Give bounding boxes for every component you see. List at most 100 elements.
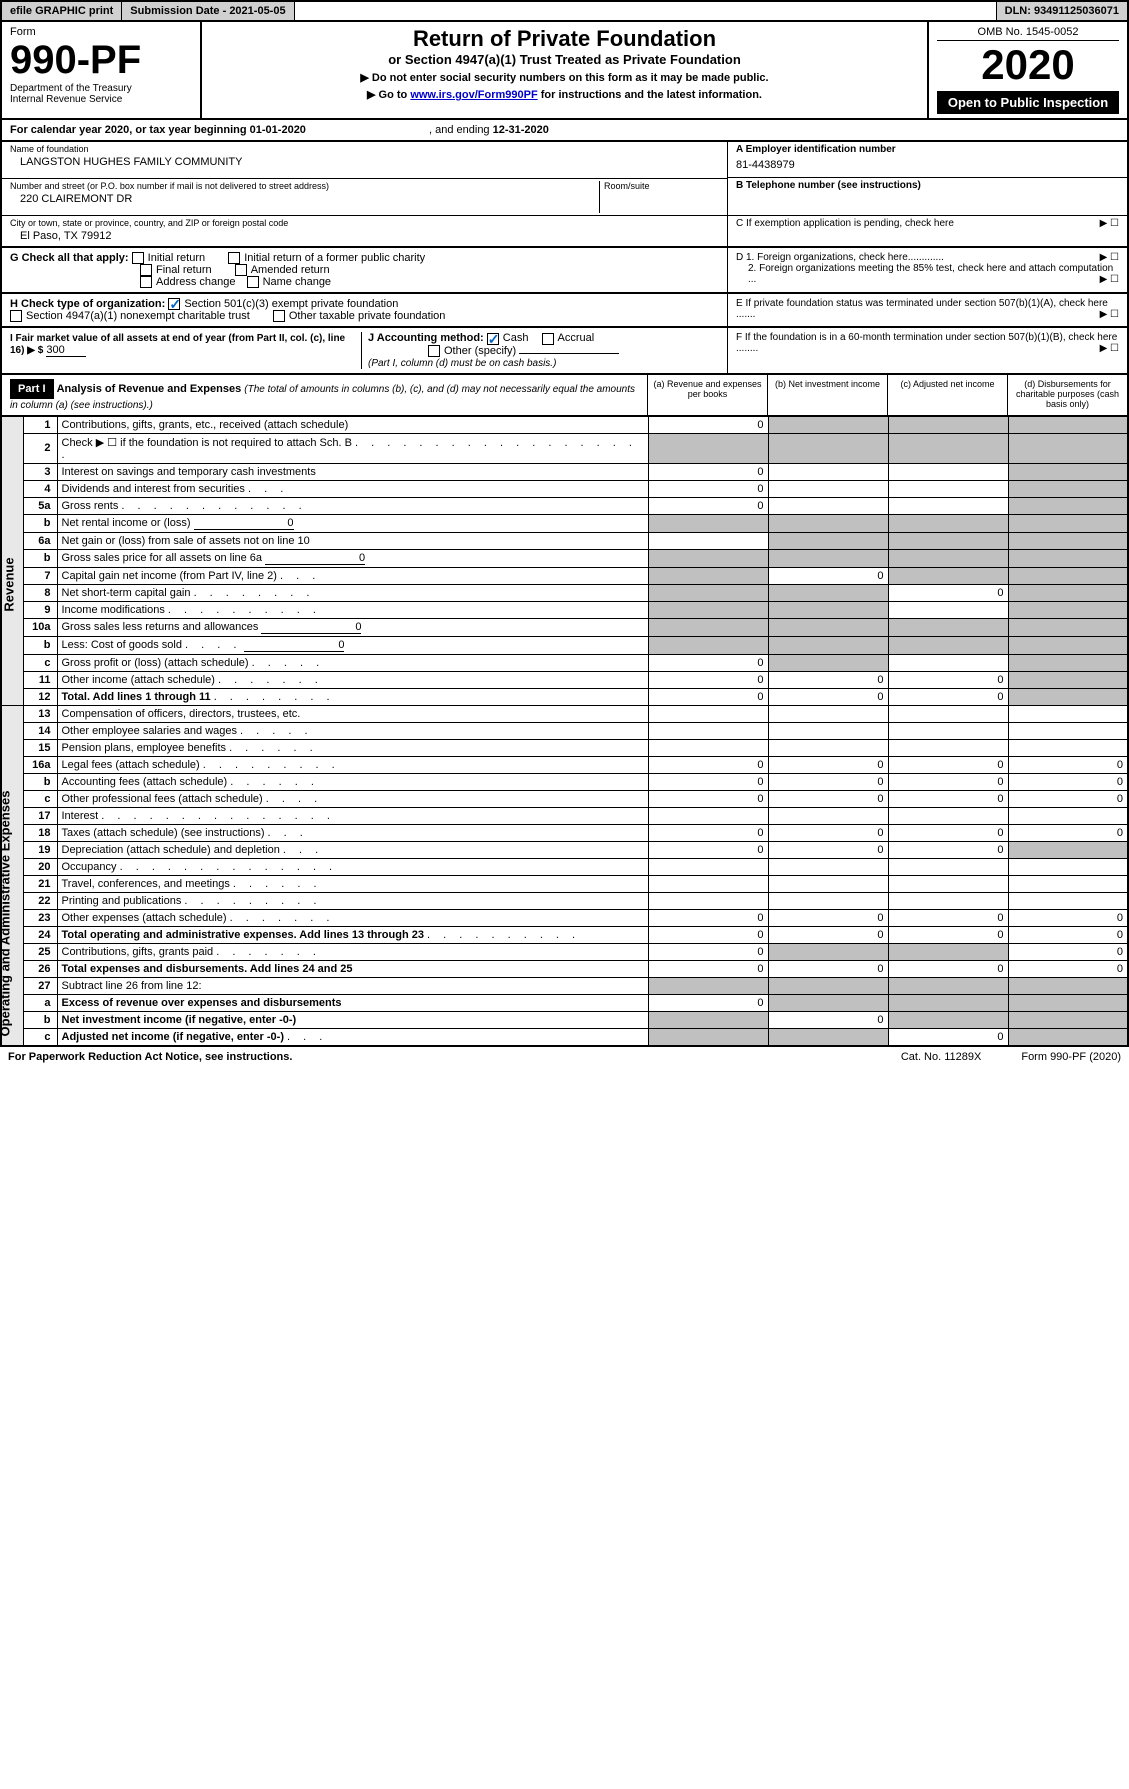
line-value: 0 (768, 790, 888, 807)
notice-1: ▶ Do not enter social security numbers o… (210, 71, 919, 84)
accrual-checkbox[interactable] (542, 333, 554, 345)
line-value: 0 (648, 943, 768, 960)
line-value (1008, 994, 1128, 1011)
line-number: 11 (23, 671, 57, 688)
e-label: E If private foundation status was termi… (736, 298, 1119, 320)
4947a1-checkbox[interactable] (10, 310, 22, 322)
4947a1-label: Section 4947(a)(1) nonexempt charitable … (26, 310, 250, 322)
line-number: b (23, 549, 57, 567)
table-row: bAccounting fees (attach schedule) . . .… (1, 773, 1128, 790)
line-value: 0 (1008, 943, 1128, 960)
initial-former-checkbox[interactable] (228, 252, 240, 264)
line-number: a (23, 994, 57, 1011)
expenses-section-label: Operating and Administrative Expenses (0, 790, 12, 1036)
line-number: 25 (23, 943, 57, 960)
line-value: 0 (888, 824, 1008, 841)
submission-date: Submission Date - 2021-05-05 (122, 2, 294, 20)
h-label: H Check type of organization: (10, 298, 165, 310)
addr-change-checkbox[interactable] (140, 276, 152, 288)
line-value (1008, 654, 1128, 671)
line-value (768, 1028, 888, 1046)
line-description: Subtract line 26 from line 12: (57, 977, 648, 994)
final-return-checkbox[interactable] (140, 264, 152, 276)
g-label: G Check all that apply: (10, 252, 129, 264)
line-value: 0 (888, 773, 1008, 790)
addr-change-label: Address change (156, 276, 236, 288)
line-value: 0 (1008, 790, 1128, 807)
line-description: Compensation of officers, directors, tru… (57, 705, 648, 722)
other-taxable-label: Other taxable private foundation (289, 310, 446, 322)
line-value: 0 (648, 497, 768, 514)
line-value (768, 417, 888, 434)
line-value (1008, 892, 1128, 909)
line-value (888, 549, 1008, 567)
line-value (1008, 549, 1128, 567)
form-word: Form (10, 26, 192, 38)
line-description: Contributions, gifts, grants, etc., rece… (57, 417, 648, 434)
top-bar: efile GRAPHIC print Submission Date - 20… (0, 0, 1129, 22)
line-description: Travel, conferences, and meetings . . . … (57, 875, 648, 892)
foundation-info: Name of foundation LANGSTON HUGHES FAMIL… (0, 142, 1129, 248)
line-value (648, 636, 768, 654)
line-value (768, 807, 888, 824)
line-value: 0 (768, 926, 888, 943)
notice-2: ▶ Go to www.irs.gov/Form990PF for instru… (210, 88, 919, 101)
line-value: 0 (648, 654, 768, 671)
line-value: 0 (768, 773, 888, 790)
line-number: 6a (23, 532, 57, 549)
table-row: 22Printing and publications . . . . . . … (1, 892, 1128, 909)
line-number: 13 (23, 705, 57, 722)
line-value (648, 514, 768, 532)
name-change-checkbox[interactable] (247, 276, 259, 288)
line-value (648, 601, 768, 618)
line-number: 14 (23, 722, 57, 739)
line-description: Other expenses (attach schedule) . . . .… (57, 909, 648, 926)
line-value (1008, 1028, 1128, 1046)
ein-label: A Employer identification number (736, 144, 1119, 155)
phone-label: B Telephone number (see instructions) (736, 180, 1119, 191)
other-method-checkbox[interactable] (428, 345, 440, 357)
f-text: F If the foundation is in a 60-month ter… (736, 332, 1117, 354)
line-value (648, 584, 768, 601)
line-value (768, 463, 888, 480)
line-value (768, 601, 888, 618)
line-value (648, 618, 768, 636)
amended-checkbox[interactable] (235, 264, 247, 276)
line-number: b (23, 514, 57, 532)
501c3-checkbox[interactable] (168, 298, 180, 310)
line-value (648, 875, 768, 892)
line-description: Depreciation (attach schedule) and deple… (57, 841, 648, 858)
line-description: Legal fees (attach schedule) . . . . . .… (57, 756, 648, 773)
line-value (1008, 636, 1128, 654)
line-value (1008, 532, 1128, 549)
table-row: 26Total expenses and disbursements. Add … (1, 960, 1128, 977)
line-number: 17 (23, 807, 57, 824)
line-value: 0 (1008, 824, 1128, 841)
check-section-g: G Check all that apply: Initial return I… (0, 248, 1129, 294)
line-value: 0 (888, 926, 1008, 943)
line-value (768, 722, 888, 739)
line-description: Accounting fees (attach schedule) . . . … (57, 773, 648, 790)
arrow-icon: ▶ ☐ (1100, 218, 1119, 229)
line-value: 0 (1008, 926, 1128, 943)
footer-left: For Paperwork Reduction Act Notice, see … (8, 1051, 292, 1063)
other-taxable-checkbox[interactable] (273, 310, 285, 322)
line-value (648, 433, 768, 463)
line-value: 0 (648, 688, 768, 705)
line-value (1008, 497, 1128, 514)
line-value: 0 (768, 567, 888, 584)
part1-header: Part I Analysis of Revenue and Expenses … (0, 375, 1129, 417)
line-value: 0 (888, 960, 1008, 977)
line-description: Check ▶ ☐ if the foundation is not requi… (57, 433, 648, 463)
initial-return-checkbox[interactable] (132, 252, 144, 264)
cash-checkbox[interactable] (487, 333, 499, 345)
501c3-label: Section 501(c)(3) exempt private foundat… (184, 298, 398, 310)
line-value (1008, 688, 1128, 705)
line-value (1008, 514, 1128, 532)
line-value: 0 (648, 671, 768, 688)
line-description: Interest on savings and temporary cash i… (57, 463, 648, 480)
line-number: b (23, 636, 57, 654)
form-link[interactable]: www.irs.gov/Form990PF (410, 89, 537, 101)
line-value (888, 497, 1008, 514)
table-row: 9Income modifications . . . . . . . . . … (1, 601, 1128, 618)
